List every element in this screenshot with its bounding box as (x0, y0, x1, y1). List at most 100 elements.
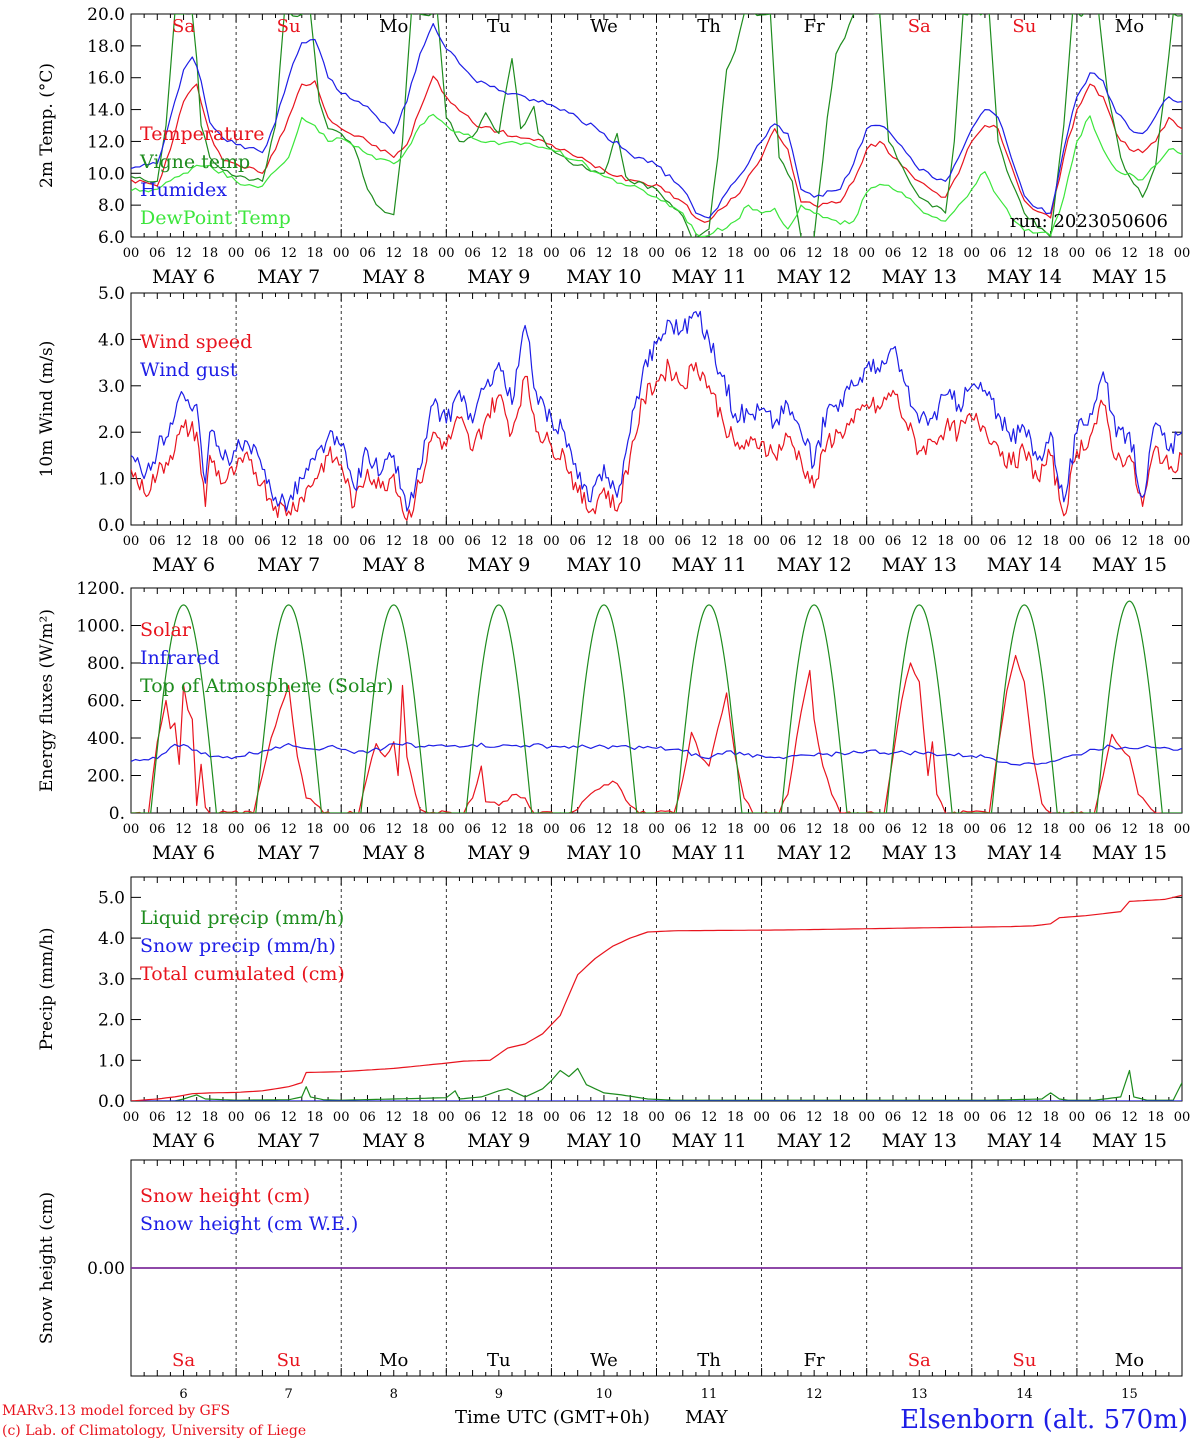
hour-tick-label: 06 (675, 246, 692, 261)
day-name: Tu (487, 16, 511, 37)
date-label: MAY 9 (467, 266, 530, 288)
series-line-1 (131, 310, 1182, 512)
legend-entry: Top of Atmosphere (Solar) (140, 675, 393, 697)
hour-tick-label: 00 (438, 246, 455, 261)
hour-tick-label: 12 (701, 1110, 718, 1125)
plot-area (131, 310, 1182, 521)
date-label: MAY 10 (566, 554, 641, 576)
hour-tick-label: 06 (149, 246, 166, 261)
date-label: MAY 10 (566, 842, 641, 864)
footer-credit-line: (c) Lab. of Climatology, University of L… (2, 1423, 306, 1439)
hour-tick-label: 00 (753, 1110, 770, 1125)
hour-tick-label: 06 (464, 1110, 481, 1125)
panel-frame (130, 13, 1183, 238)
hour-tick-label: 00 (1069, 822, 1086, 837)
hour-tick-label: 06 (254, 246, 271, 261)
hour-tick-label: 18 (1042, 822, 1059, 837)
hour-tick-label: 18 (517, 246, 534, 261)
panels-group: 6.0 8.0 10.0 12.0 14.0 16.0 18.0 20.0 2m Temp. (… (37, 5, 1191, 1402)
day-name: Fr (804, 16, 825, 37)
date-label: MAY 13 (882, 554, 957, 576)
date-label: MAY 7 (257, 1130, 320, 1152)
hour-tick-label: 18 (307, 1110, 324, 1125)
y-axis-label: Precip (mm/h) (37, 927, 57, 1050)
hour-tick-label: 06 (885, 534, 902, 549)
panel-frame (130, 587, 1183, 814)
station-label: Elsenborn (alt. 570m) (900, 1405, 1188, 1435)
hour-tick-label: 18 (307, 246, 324, 261)
date-label: MAY 8 (362, 842, 425, 864)
hour-tick-label: 06 (780, 822, 797, 837)
hour-tick-label: 18 (1147, 822, 1164, 837)
hour-tick-label: 00 (333, 534, 350, 549)
hour-tick-label: 00 (543, 534, 560, 549)
y-tick-label: 1.0 (98, 470, 125, 490)
date-label: MAY 8 (362, 266, 425, 288)
hour-tick-label: 00 (648, 246, 665, 261)
y-tick-label: 0.0 (98, 1092, 125, 1112)
day-name: Sa (908, 1350, 931, 1371)
hour-tick-label: 00 (858, 1110, 875, 1125)
hour-tick-label: 00 (438, 1110, 455, 1125)
hour-tick-label: 18 (727, 1110, 744, 1125)
hour-tick-label: 12 (1121, 534, 1138, 549)
hour-tick-label: 18 (412, 534, 429, 549)
date-label: MAY 12 (777, 842, 852, 864)
hour-tick-label: 12 (385, 534, 402, 549)
day-name: Su (1012, 1350, 1036, 1371)
hour-tick-label: 12 (1016, 246, 1033, 261)
hour-tick-label: 18 (832, 534, 849, 549)
series-line-1 (131, 742, 1182, 766)
hour-tick-label: 06 (1095, 246, 1112, 261)
y-tick-label: 2.0 (98, 1011, 125, 1031)
y-tick-label: 1200. (76, 579, 125, 599)
hour-tick-label: 06 (464, 246, 481, 261)
y-tick-label: 0. (109, 804, 125, 824)
hour-tick-label: 18 (727, 534, 744, 549)
hour-tick-label: 00 (123, 822, 140, 837)
date-label: MAY 12 (777, 554, 852, 576)
hour-tick-label: 00 (1069, 246, 1086, 261)
hour-tick-label: 06 (990, 1110, 1007, 1125)
y-tick-label: 2.0 (98, 423, 125, 443)
hour-tick-label: 12 (491, 1110, 508, 1125)
day-name: Mo (1115, 16, 1144, 37)
y-tick-label: 16.0 (87, 69, 125, 89)
date-label: MAY 9 (467, 842, 530, 864)
date-label: MAY 15 (1092, 266, 1167, 288)
hour-tick-label: 00 (1174, 1110, 1191, 1125)
series-line-2 (131, 23, 1182, 219)
footer-model-line: MARv3.13 model forced by GFS (2, 1403, 230, 1419)
date-label: MAY 6 (152, 266, 215, 288)
hour-tick-label: 00 (123, 246, 140, 261)
hour-tick-label: 12 (596, 246, 613, 261)
hour-tick-label: 18 (1042, 246, 1059, 261)
hour-tick-label: 12 (491, 246, 508, 261)
y-tick-label: 0.0 (98, 516, 125, 536)
y-tick-label: 20.0 (87, 5, 125, 25)
hour-tick-label: 06 (885, 822, 902, 837)
y-tick-label: 5.0 (98, 888, 125, 908)
hour-tick-label: 12 (175, 822, 192, 837)
hour-tick-label: 12 (385, 822, 402, 837)
y-tick-label: 3.0 (98, 377, 125, 397)
hour-tick-label: 00 (964, 246, 981, 261)
date-label: MAY 11 (671, 842, 746, 864)
y-axis-label: 2m Temp. (°C) (37, 63, 57, 188)
hour-tick-label: 06 (359, 246, 376, 261)
hour-tick-label: 12 (280, 246, 297, 261)
plot-area (131, 14, 1182, 237)
series-line-2 (131, 894, 1182, 1101)
y-tick-label: 1000. (76, 617, 125, 637)
hour-tick-label: 06 (675, 822, 692, 837)
hour-tick-label: 18 (202, 822, 219, 837)
hour-tick-label: 06 (359, 534, 376, 549)
hour-tick-label: 06 (464, 534, 481, 549)
hour-tick-label: 00 (964, 534, 981, 549)
date-label: MAY 6 (152, 1130, 215, 1152)
hour-tick-label: 12 (1016, 534, 1033, 549)
hour-tick-label: 12 (1121, 246, 1138, 261)
hour-tick-label: 00 (228, 534, 245, 549)
hour-tick-label: 18 (1147, 1110, 1164, 1125)
hour-tick-label: 00 (753, 534, 770, 549)
